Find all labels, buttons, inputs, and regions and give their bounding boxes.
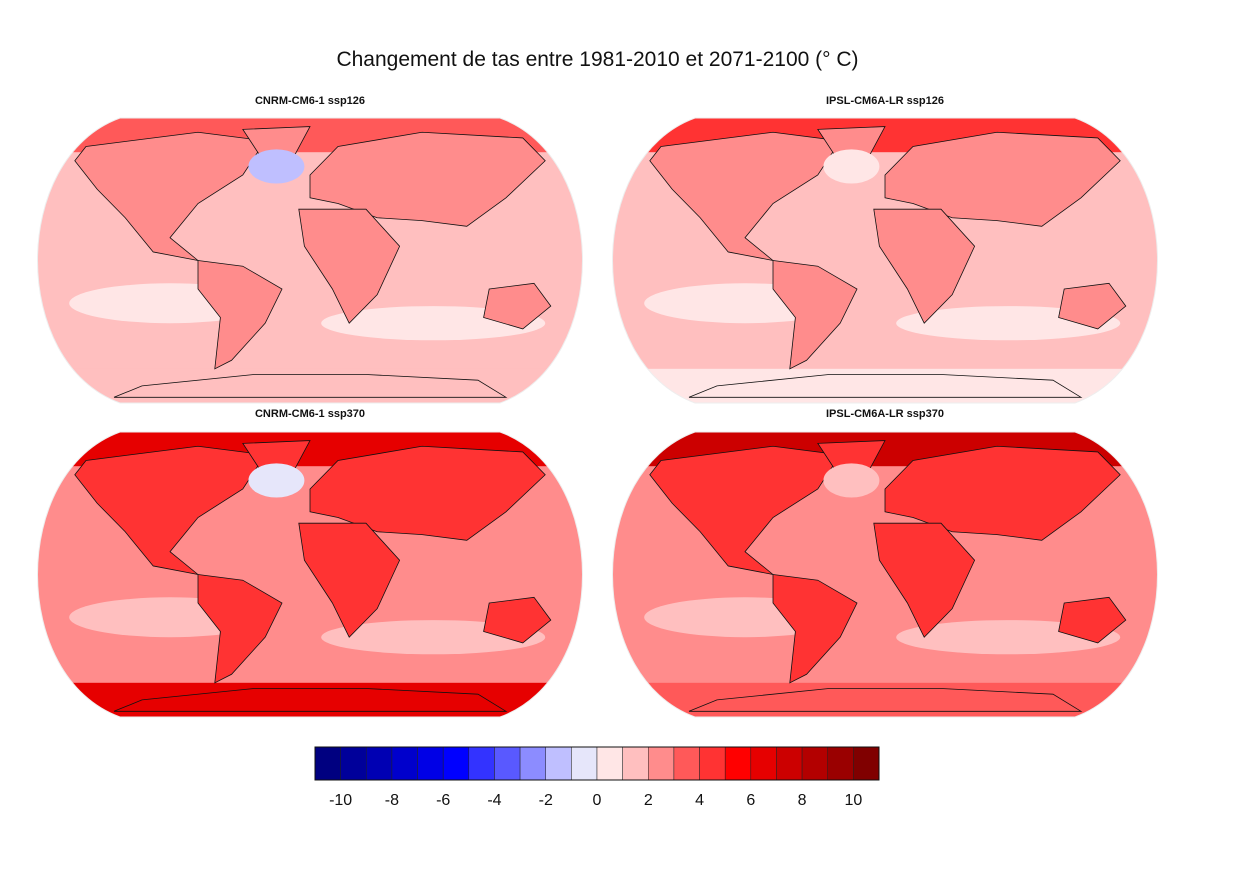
colorbar-tick-label: -2 bbox=[539, 792, 553, 809]
colorbar-tick-label: -8 bbox=[385, 792, 399, 809]
colorbar-swatch bbox=[827, 746, 854, 781]
coastline-australia bbox=[483, 596, 552, 644]
colorbar-tick-label: -6 bbox=[436, 792, 450, 809]
coastline-africa bbox=[873, 522, 976, 638]
colorbar-tick-label: 10 bbox=[844, 792, 862, 809]
colorbar: -10 -8 -6 -4 -2 0 2 4 6 8 10 bbox=[314, 746, 880, 809]
map-panel bbox=[37, 117, 583, 404]
coastline-eurasia bbox=[309, 445, 546, 541]
coastline-antarctica bbox=[113, 688, 508, 712]
coastline-antarctica bbox=[113, 374, 508, 398]
colorbar-swatch bbox=[724, 746, 752, 781]
coastline-samerica bbox=[197, 260, 283, 370]
coastline-samerica bbox=[772, 574, 858, 684]
colorbar-tick-label: 2 bbox=[644, 792, 653, 809]
colorbar-swatch bbox=[853, 746, 880, 781]
colorbar-tick-label: 6 bbox=[746, 792, 755, 809]
coastline-eurasia bbox=[884, 131, 1121, 227]
figure-title: Changement de tas entre 1981-2010 et 207… bbox=[336, 48, 859, 71]
colorbar-tick-label: 4 bbox=[695, 792, 704, 809]
coastline-australia bbox=[1058, 282, 1127, 330]
colorbar-swatch bbox=[391, 746, 418, 781]
colorbar-swatch bbox=[648, 746, 675, 781]
colorbar-swatch bbox=[519, 746, 546, 781]
coastline-eurasia bbox=[309, 131, 546, 227]
colorbar-tick-label: 0 bbox=[593, 792, 602, 809]
colorbar-tick-label: -4 bbox=[487, 792, 501, 809]
north-atlantic-anomaly bbox=[823, 149, 880, 184]
panel-title: IPSL-CM6A-LR ssp126 bbox=[826, 95, 944, 107]
colorbar-swatch bbox=[776, 746, 803, 781]
colorbar-tick-label: -10 bbox=[329, 792, 352, 809]
coastline-eurasia bbox=[884, 445, 1121, 541]
panel-title: IPSL-CM6A-LR ssp370 bbox=[826, 408, 944, 420]
coastline-africa bbox=[298, 522, 401, 638]
coastline-samerica bbox=[197, 574, 283, 684]
colorbar-swatch bbox=[366, 746, 393, 781]
panel-title: CNRM-CM6-1 ssp126 bbox=[254, 95, 366, 107]
map-border bbox=[612, 431, 1158, 718]
colorbar-swatch bbox=[699, 746, 726, 781]
map-border bbox=[37, 431, 583, 718]
map-panel bbox=[37, 431, 583, 718]
north-atlantic-anomaly bbox=[823, 463, 880, 498]
colorbar-swatch bbox=[468, 746, 495, 781]
colorbar-frame bbox=[314, 746, 880, 781]
map-border bbox=[37, 117, 583, 404]
coastline-africa bbox=[298, 208, 401, 324]
colorbar-swatch bbox=[750, 746, 777, 781]
colorbar-swatch bbox=[801, 746, 828, 781]
coastline-australia bbox=[1058, 596, 1127, 644]
colorbar-swatch bbox=[340, 746, 367, 781]
map-panel bbox=[612, 117, 1158, 404]
colorbar-tick-label: 8 bbox=[798, 792, 807, 809]
colorbar-swatch bbox=[494, 746, 521, 781]
colorbar-swatch bbox=[571, 746, 598, 781]
colorbar-swatch bbox=[596, 746, 623, 781]
colorbar-swatch bbox=[442, 746, 470, 781]
colorbar-swatch bbox=[545, 746, 572, 781]
coastline-antarctica bbox=[688, 688, 1083, 712]
colorbar-swatch bbox=[314, 746, 341, 781]
coastline-samerica bbox=[772, 260, 858, 370]
panel-title: CNRM-CM6-1 ssp370 bbox=[254, 408, 366, 420]
map-panel bbox=[612, 431, 1158, 718]
map-border bbox=[612, 117, 1158, 404]
colorbar-swatch bbox=[673, 746, 700, 781]
north-atlantic-anomaly bbox=[248, 149, 305, 184]
coastline-antarctica bbox=[688, 374, 1083, 398]
colorbar-swatch bbox=[417, 746, 444, 781]
coastline-australia bbox=[483, 282, 552, 330]
north-atlantic-anomaly bbox=[248, 463, 305, 498]
colorbar-swatch bbox=[622, 746, 649, 781]
coastline-africa bbox=[873, 208, 976, 324]
